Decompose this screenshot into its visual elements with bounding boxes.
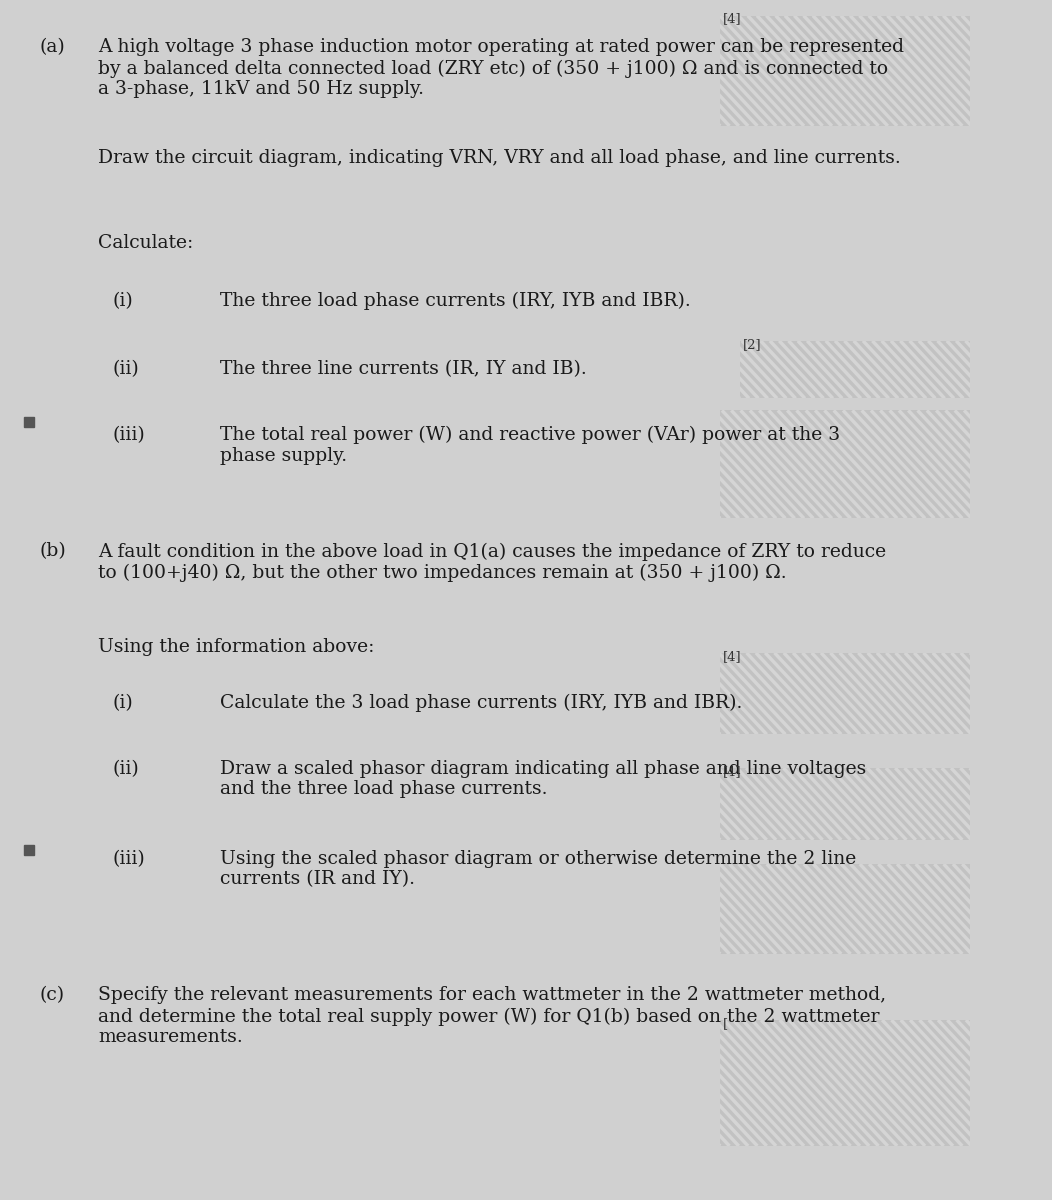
Text: (a): (a) — [39, 38, 65, 56]
Text: Specify the relevant measurements for each wattmeter in the 2 wattmeter method,
: Specify the relevant measurements for ea… — [98, 986, 886, 1046]
Text: (ii): (ii) — [113, 760, 140, 778]
Text: Draw the circuit diagram, indicating VRN, VRY and all load phase, and line curre: Draw the circuit diagram, indicating VRN… — [98, 149, 901, 167]
Text: The three line currents (IR, IY and IB).: The three line currents (IR, IY and IB). — [221, 360, 587, 378]
Text: Using the scaled phasor diagram or otherwise determine the 2 line
currents (IR a: Using the scaled phasor diagram or other… — [221, 850, 856, 888]
Text: [4]: [4] — [723, 650, 742, 664]
FancyBboxPatch shape — [721, 16, 970, 126]
Text: A fault condition in the above load in Q1(a) causes the impedance of ZRY to redu: A fault condition in the above load in Q… — [98, 542, 886, 582]
Text: Calculate the 3 load phase currents (IRY, IYB and IBR).: Calculate the 3 load phase currents (IRY… — [221, 694, 743, 712]
Text: Draw a scaled phasor diagram indicating all phase and line voltages
and the thre: Draw a scaled phasor diagram indicating … — [221, 760, 867, 798]
Text: The total real power (W) and reactive power (VAr) power at the 3
phase supply.: The total real power (W) and reactive po… — [221, 426, 841, 466]
Text: (iii): (iii) — [113, 850, 145, 868]
Text: [4]: [4] — [723, 766, 742, 779]
FancyBboxPatch shape — [721, 653, 970, 734]
Text: [: [ — [723, 1018, 728, 1031]
Text: (b): (b) — [39, 542, 66, 560]
Text: (iii): (iii) — [113, 426, 145, 444]
Text: Using the information above:: Using the information above: — [98, 638, 375, 656]
FancyBboxPatch shape — [721, 410, 970, 518]
FancyBboxPatch shape — [721, 768, 970, 840]
Text: (c): (c) — [39, 986, 64, 1004]
Text: (i): (i) — [113, 292, 134, 310]
Text: (i): (i) — [113, 694, 134, 712]
Text: Calculate:: Calculate: — [98, 234, 194, 252]
FancyBboxPatch shape — [740, 341, 970, 398]
FancyBboxPatch shape — [721, 864, 970, 954]
Text: [4]: [4] — [723, 12, 742, 25]
Text: (ii): (ii) — [113, 360, 140, 378]
FancyBboxPatch shape — [721, 1020, 970, 1146]
Text: The three load phase currents (IRY, IYB and IBR).: The three load phase currents (IRY, IYB … — [221, 292, 691, 310]
Text: [2]: [2] — [743, 338, 762, 352]
Text: A high voltage 3 phase induction motor operating at rated power can be represent: A high voltage 3 phase induction motor o… — [98, 38, 904, 98]
